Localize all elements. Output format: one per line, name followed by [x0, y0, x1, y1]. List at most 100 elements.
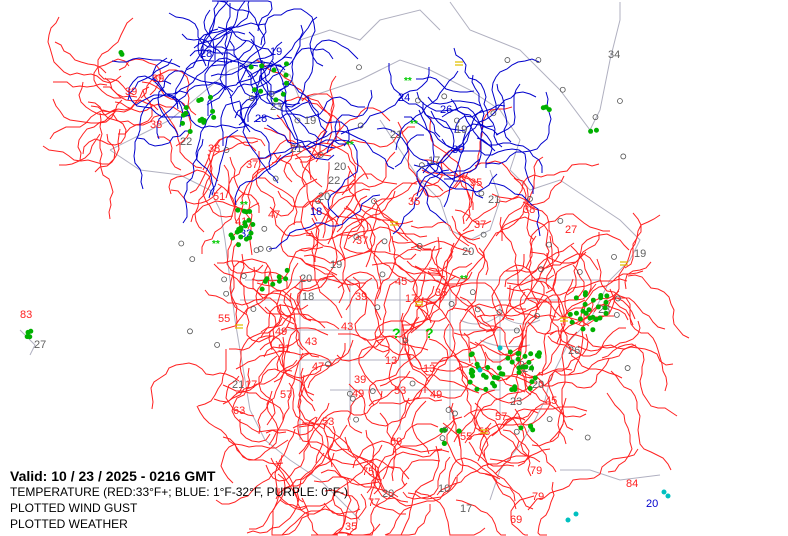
warm-isotherm	[549, 320, 641, 349]
warm-isotherm	[336, 195, 368, 233]
rain-symbol	[470, 369, 476, 375]
rain-symbol	[496, 365, 502, 371]
warm-isotherm	[513, 358, 535, 406]
fog-symbol	[390, 221, 398, 226]
rain-symbol	[569, 319, 575, 325]
station-circle	[357, 122, 364, 129]
rain-symbol	[276, 278, 282, 284]
warm-isotherm	[299, 257, 338, 276]
warm-isotherm	[391, 235, 442, 275]
station-temperature: 53	[322, 416, 334, 428]
warm-isotherm	[358, 321, 416, 398]
warm-isotherm	[269, 178, 318, 217]
station-circle	[496, 309, 503, 315]
station-temperature: 37	[246, 159, 258, 171]
warm-isotherm	[255, 151, 314, 237]
warm-isotherm	[274, 428, 308, 511]
rain-symbol	[515, 356, 521, 362]
cold-isotherm	[240, 92, 279, 184]
rain-symbol	[210, 108, 216, 114]
border-line	[379, 119, 501, 241]
warm-isotherm	[435, 236, 443, 279]
rain-symbol	[27, 334, 33, 340]
map-legend: Valid: 10 / 23 / 2025 - 0216 GMT TEMPERA…	[10, 468, 348, 532]
station-circle	[559, 86, 566, 93]
warm-isotherm	[374, 464, 457, 507]
cold-isotherm	[220, 100, 241, 146]
station-temperature: 55	[460, 431, 472, 443]
station-temperature: 20	[532, 379, 544, 391]
rain-symbol	[230, 235, 236, 241]
warm-isotherm	[235, 368, 322, 394]
cold-isotherm	[229, 40, 260, 98]
warm-isotherm	[222, 317, 283, 405]
station-temperature: 53	[394, 385, 406, 397]
rain-symbol	[187, 129, 193, 135]
cold-isotherm	[217, 26, 274, 56]
cold-isotherm	[491, 58, 540, 111]
rain-symbol	[441, 440, 447, 446]
cold-isotherm	[197, 22, 266, 67]
station-circle	[513, 428, 520, 435]
warm-isotherm	[276, 262, 299, 325]
warm-isotherm	[446, 402, 501, 480]
station-temperature: 19	[304, 115, 316, 127]
border-line	[109, 149, 361, 521]
warm-isotherm	[491, 416, 526, 437]
station-circle	[441, 93, 448, 100]
rain-symbol	[543, 104, 549, 110]
cold-isotherm	[388, 63, 441, 138]
warm-isotherm	[279, 444, 383, 509]
warm-isotherm	[624, 261, 652, 290]
rain-symbol	[262, 278, 268, 284]
warm-isotherm	[431, 250, 467, 280]
station-circle	[538, 266, 544, 273]
warm-isotherm	[343, 216, 392, 253]
warm-isotherm	[239, 419, 271, 443]
cold-isotherm	[239, 101, 272, 171]
warm-isotherm	[323, 502, 361, 515]
cold-isotherm	[476, 137, 543, 173]
warm-isotherm	[453, 328, 496, 336]
station-circle	[535, 57, 542, 63]
warm-isotherm	[615, 297, 666, 330]
cold-isotherm	[271, 60, 321, 141]
warm-isotherm	[547, 335, 623, 379]
cold-isotherm	[204, 31, 255, 115]
station-circle	[513, 327, 520, 334]
warm-isotherm	[386, 504, 431, 536]
warm-isotherm	[412, 245, 461, 304]
cold-isotherm	[157, 70, 227, 136]
station-temperature: 23	[510, 396, 522, 408]
rain-symbol	[512, 384, 518, 390]
station-temperature: 39	[354, 374, 366, 386]
station-temperature: 37	[356, 235, 368, 247]
station-circle	[504, 57, 511, 63]
warm-isotherm	[303, 343, 346, 402]
warm-isotherm	[286, 326, 329, 336]
station-temperature: 63	[233, 405, 245, 417]
cold-isotherm	[238, 41, 283, 126]
cold-isotherm	[253, 96, 365, 123]
station-temperature: 43	[305, 336, 317, 348]
cold-isotherm	[334, 89, 373, 141]
rain-symbol	[469, 373, 475, 379]
warm-isotherm	[59, 133, 101, 166]
warm-isotherm	[400, 312, 474, 372]
warm-isotherm	[82, 113, 127, 155]
cold-isotherm	[251, 16, 318, 94]
warm-isotherm	[368, 370, 411, 407]
warm-isotherm	[365, 429, 409, 503]
warm-isotherm	[448, 457, 516, 502]
rain-symbol	[469, 351, 475, 357]
warm-isotherm	[307, 339, 354, 389]
warm-isotherm	[272, 151, 340, 227]
warm-isotherm	[624, 214, 661, 269]
cold-isotherm	[416, 76, 475, 93]
warm-isotherm	[610, 370, 672, 471]
warm-isotherm	[609, 288, 668, 392]
warm-isotherm	[141, 81, 192, 147]
station-temperature: 57	[495, 411, 507, 423]
warm-isotherm	[337, 271, 379, 290]
warm-isotherm	[97, 17, 135, 96]
